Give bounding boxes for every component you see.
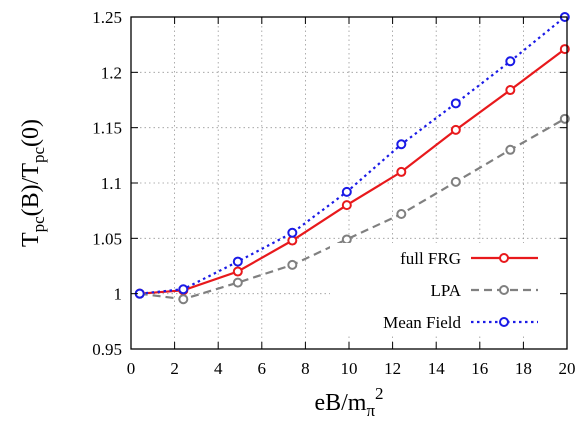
data-point <box>450 176 461 187</box>
data-point <box>450 124 461 135</box>
data-point <box>450 98 461 109</box>
data-point <box>287 227 298 238</box>
y-tick-label: 1.25 <box>92 8 122 27</box>
y-tick-label: 1.15 <box>92 119 122 138</box>
legend-entry: LPA <box>430 281 538 300</box>
data-point <box>396 166 407 177</box>
data-point <box>505 56 516 67</box>
data-point <box>287 259 298 270</box>
data-point <box>396 139 407 150</box>
data-point <box>232 256 243 267</box>
x-tick-label: 6 <box>258 359 267 378</box>
x-axis-label: eB/mπ2 <box>314 384 383 420</box>
x-tick-label: 8 <box>301 359 310 378</box>
data-point <box>396 208 407 219</box>
data-point <box>341 234 352 245</box>
x-tick-label: 12 <box>384 359 401 378</box>
legend-swatch-marker <box>499 285 509 295</box>
data-point <box>232 277 243 288</box>
axis-ticks: 0 2 4 6 8 10 12 14 16 18 20 0.95 1 1.05 1.1 1.15 1.2 1.25 <box>92 8 575 378</box>
data-point <box>341 200 352 211</box>
y-tick-label: 1.1 <box>101 174 122 193</box>
y-axis-label: Tpc(B)/Tpc(0) <box>18 119 48 247</box>
legend-entry: full FRG <box>400 249 538 268</box>
data-point <box>178 294 189 305</box>
legend-swatch-marker <box>499 253 509 263</box>
x-tick-label: 0 <box>127 359 136 378</box>
x-tick-label: 4 <box>214 359 223 378</box>
x-tick-label: 18 <box>515 359 532 378</box>
data-point <box>178 284 189 295</box>
legend: full FRG LPA Mean Field <box>383 249 538 332</box>
legend-label: Mean Field <box>383 313 461 332</box>
plot-series <box>134 12 570 305</box>
x-tick-label: 2 <box>170 359 179 378</box>
data-point <box>341 186 352 197</box>
series-mean-field <box>134 12 570 299</box>
legend-entry: Mean Field <box>383 313 538 332</box>
legend-label: full FRG <box>400 249 461 268</box>
x-tick-label: 14 <box>428 359 446 378</box>
legend-label: LPA <box>430 281 461 300</box>
legend-swatch-marker <box>499 317 509 327</box>
y-tick-label: 1.05 <box>92 229 122 248</box>
data-point <box>232 266 243 277</box>
x-tick-label: 16 <box>471 359 488 378</box>
y-tick-label: 1.2 <box>101 63 122 82</box>
x-tick-label: 20 <box>559 359 576 378</box>
data-point <box>505 144 516 155</box>
data-point <box>505 85 516 96</box>
y-tick-label: 1 <box>114 285 123 304</box>
series-line <box>139 117 566 301</box>
x-tick-label: 10 <box>341 359 358 378</box>
y-tick-label: 0.95 <box>92 340 122 359</box>
